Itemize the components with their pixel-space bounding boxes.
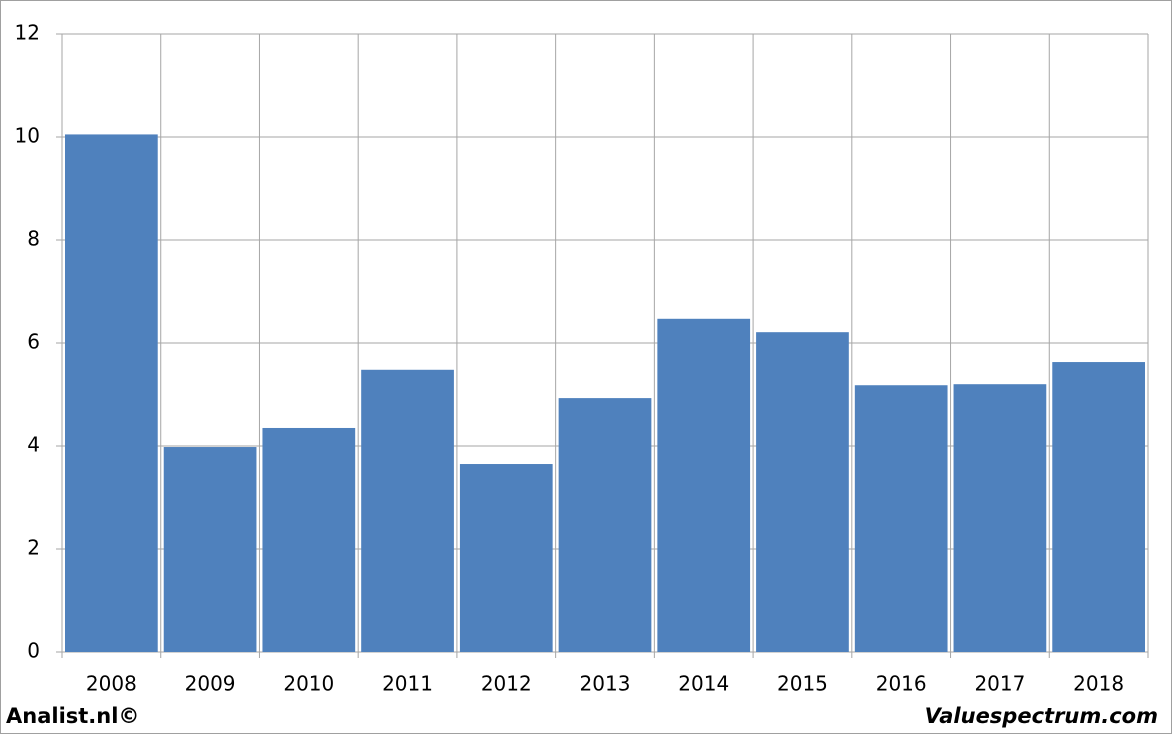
x-tick-label: 2011 (382, 672, 433, 696)
x-tick-label: 2015 (777, 672, 828, 696)
bar (65, 134, 158, 653)
bar (361, 369, 454, 652)
y-tick-label: 10 (15, 124, 40, 148)
bar (262, 427, 356, 652)
x-tick-label: 2014 (678, 672, 729, 696)
x-tick-label: 2016 (876, 672, 927, 696)
bar (163, 447, 257, 652)
bar (657, 318, 751, 652)
x-tick-label: 2008 (86, 672, 137, 696)
x-tick-label: 2018 (1073, 672, 1124, 696)
y-tick-label: 6 (27, 330, 40, 354)
x-tick-label: 2017 (974, 672, 1025, 696)
footer-right: Valuespectrum.com (925, 704, 1158, 728)
y-tick-label: 12 (15, 21, 40, 45)
x-tick-label: 2012 (481, 672, 532, 696)
footer-left: Analist.nl© (6, 704, 139, 728)
y-tick-label: 4 (27, 433, 40, 457)
x-tick-label: 2010 (283, 672, 334, 696)
x-tick-label: 2013 (580, 672, 631, 696)
bar (558, 398, 652, 652)
bar (459, 464, 553, 652)
x-tick-label: 2009 (185, 672, 236, 696)
y-tick-label: 2 (27, 536, 40, 560)
bar (854, 385, 948, 652)
bar (756, 332, 849, 652)
bar (953, 384, 1047, 652)
bar (1052, 362, 1145, 652)
y-tick-label: 0 (27, 639, 40, 663)
y-tick-label: 8 (27, 227, 40, 251)
